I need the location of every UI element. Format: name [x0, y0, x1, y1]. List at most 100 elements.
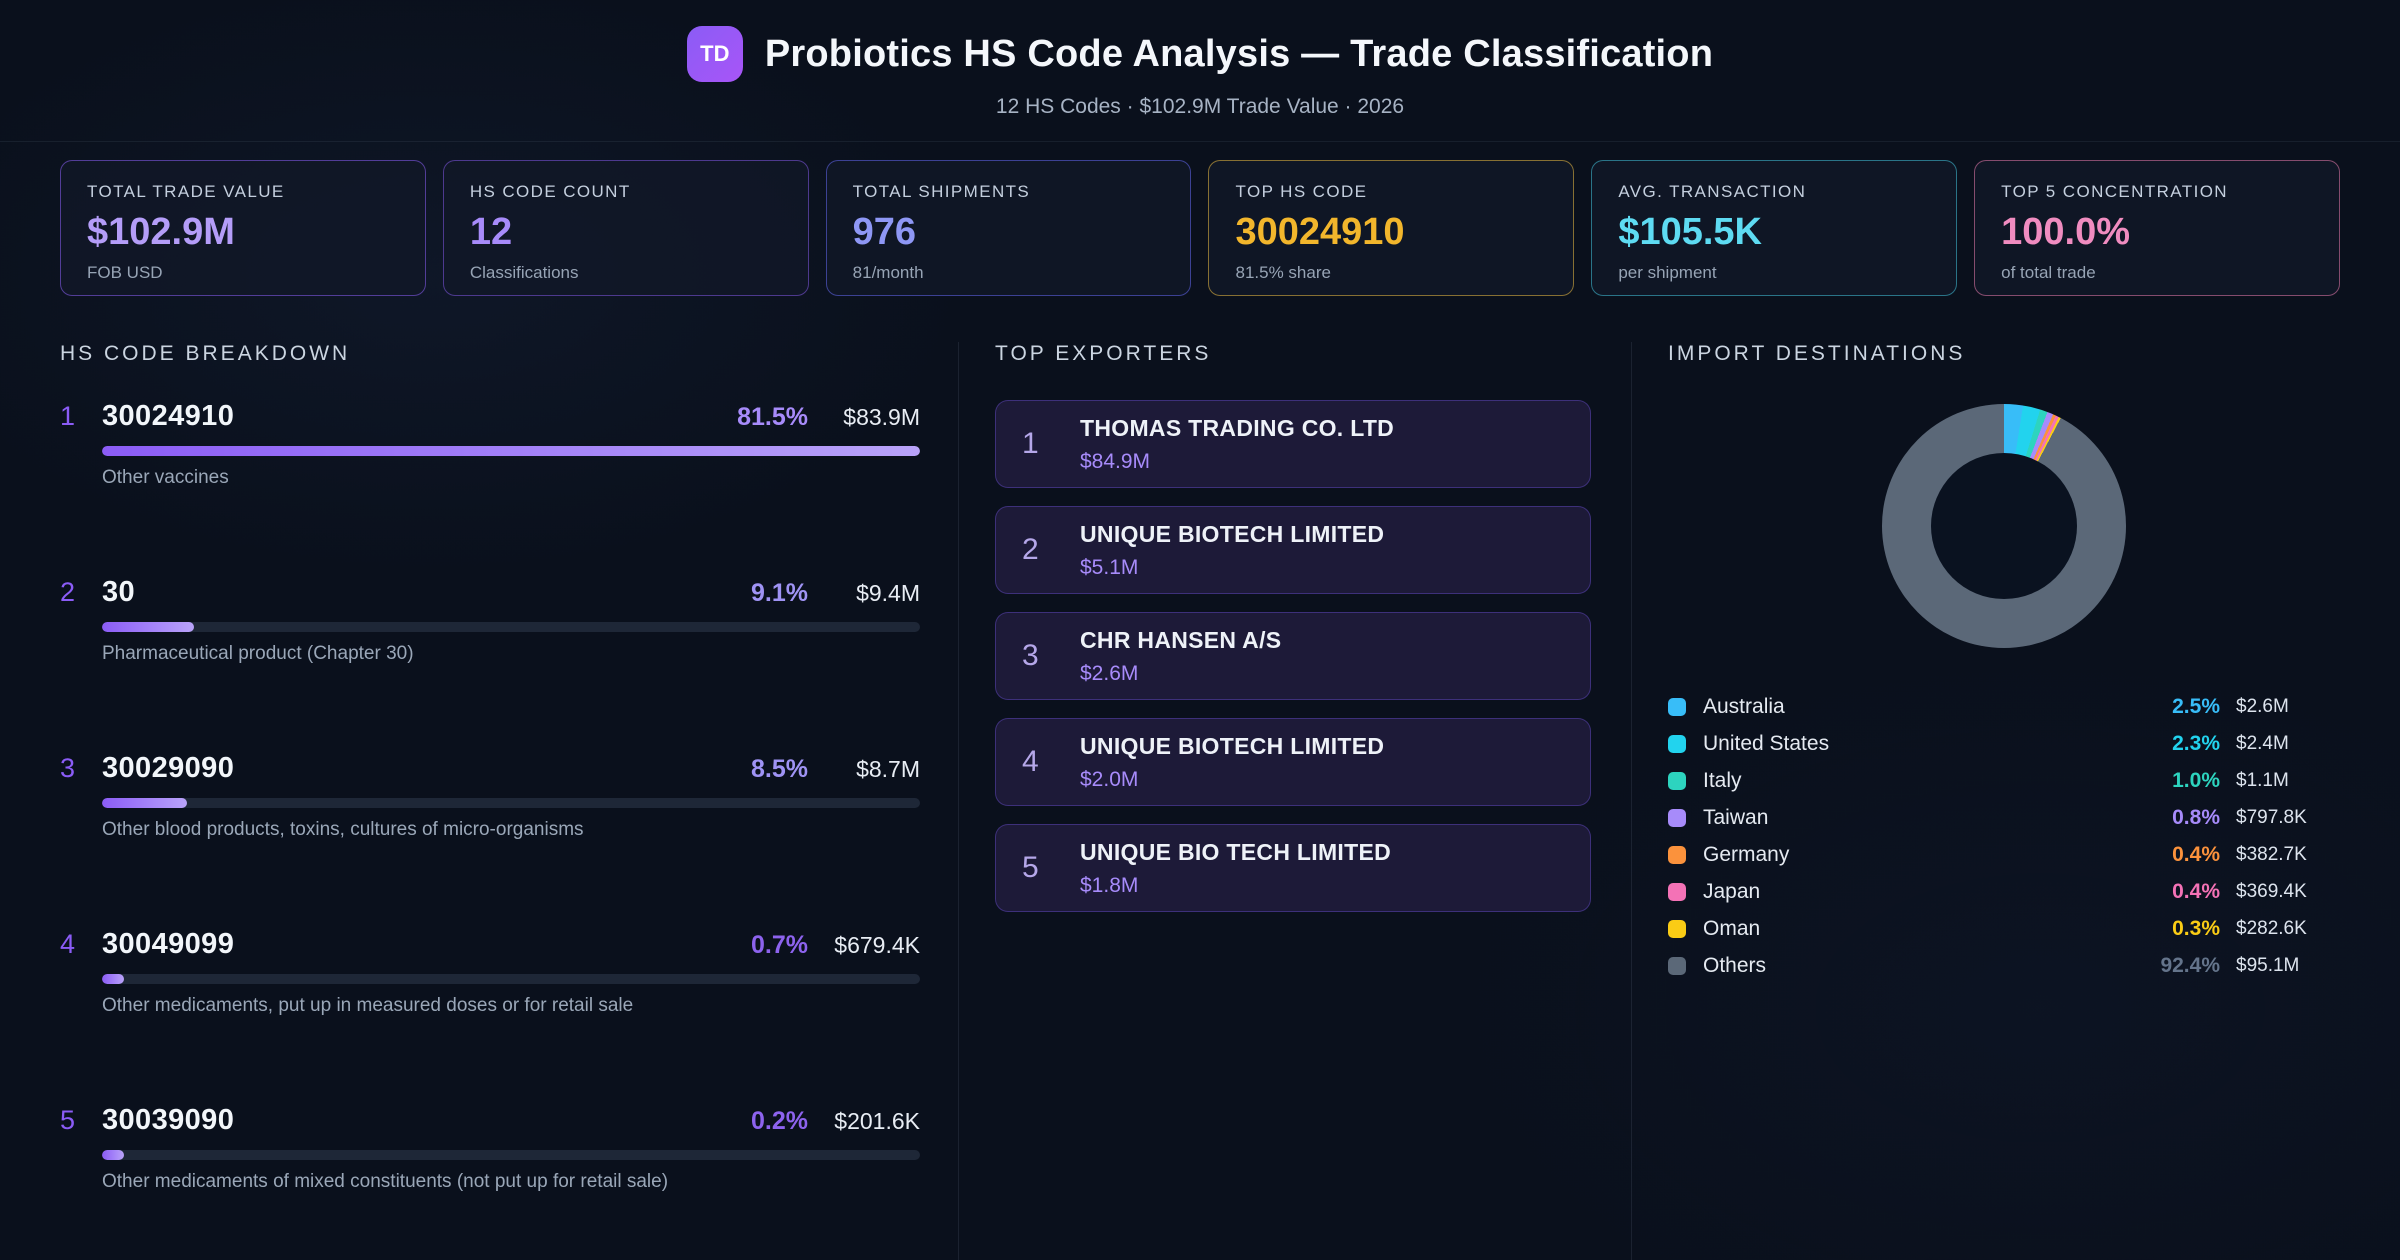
- stat-label: TOP HS CODE: [1235, 182, 1368, 201]
- stat-sublabel: 81.5% share: [1235, 263, 1331, 282]
- stat-card-hs-code-count: HS CODE COUNT 12 Classifications: [442, 160, 809, 296]
- exporter-name: UNIQUE BIOTECH LIMITED: [1080, 520, 1385, 547]
- legend-percent: 1.0%: [2172, 768, 2220, 792]
- share-percent: 0.7%: [751, 931, 808, 959]
- exporter-card: 3 CHR HANSEN A/S $2.6M: [995, 612, 1591, 700]
- stat-sublabel: per shipment: [1618, 263, 1717, 282]
- breakdown-item: 3 30029090 8.5% $8.7M Other blood produc…: [60, 752, 920, 841]
- legend-swatch: [1668, 845, 1686, 864]
- rank-number: 2: [60, 577, 76, 607]
- rank-number: 2: [1022, 533, 1039, 566]
- column-divider: [1631, 342, 1632, 1260]
- legend-percent: 0.4%: [2172, 842, 2220, 866]
- stat-label: TOP 5 CONCENTRATION: [2001, 182, 2228, 201]
- rank-number: 1: [1022, 427, 1039, 460]
- hs-code: 30024910: [102, 400, 235, 432]
- rank-number: 3: [60, 753, 76, 783]
- legend-percent: 92.4%: [2160, 953, 2220, 977]
- progress-fill: [102, 622, 194, 632]
- hs-code: 30: [102, 576, 136, 608]
- legend-percent: 2.3%: [2172, 731, 2220, 755]
- progress-track: [102, 622, 920, 632]
- section-title-destinations: IMPORT DESTINATIONS: [1668, 342, 1966, 365]
- stat-value: 100.0%: [2001, 211, 2131, 253]
- legend-value: $369.4K: [2236, 880, 2307, 902]
- legend-row: Oman 0.3% $282.6K: [1668, 910, 2340, 947]
- trade-value: $201.6K: [834, 1108, 920, 1134]
- hs-code-description: Other vaccines: [102, 467, 229, 488]
- legend-country: Taiwan: [1703, 805, 1769, 829]
- exporter-name: THOMAS TRADING CO. LTD: [1080, 414, 1395, 441]
- breakdown-item: 5 30039090 0.2% $201.6K Other medicament…: [60, 1104, 920, 1193]
- header: TD Probiotics HS Code Analysis — Trade C…: [0, 0, 2400, 142]
- legend-row: Italy 1.0% $1.1M: [1668, 762, 2340, 799]
- hs-code: 30029090: [102, 752, 235, 784]
- stat-value: $105.5K: [1618, 211, 1762, 253]
- stat-label: TOTAL SHIPMENTS: [852, 182, 1031, 201]
- trade-value: $8.7M: [856, 756, 920, 782]
- exporter-name: UNIQUE BIO TECH LIMITED: [1080, 838, 1392, 865]
- breakdown-list: 1 30024910 81.5% $83.9M Other vaccines 2…: [60, 400, 920, 1193]
- legend-country: United States: [1703, 731, 1830, 755]
- legend-country: Others: [1703, 953, 1767, 977]
- legend-percent: 2.5%: [2172, 694, 2220, 718]
- stat-cards-row: TOTAL TRADE VALUE $102.9M FOB USD HS COD…: [0, 142, 2400, 296]
- legend-percent: 0.8%: [2172, 805, 2220, 829]
- legend-value: $95.1M: [2236, 954, 2300, 976]
- progress-track: [102, 446, 920, 456]
- share-percent: 0.2%: [751, 1107, 808, 1135]
- stat-card-total-trade-value: TOTAL TRADE VALUE $102.9M FOB USD: [60, 160, 426, 296]
- donut-hole: [1931, 453, 2077, 599]
- progress-track: [102, 974, 920, 984]
- legend-value: $797.8K: [2236, 806, 2307, 828]
- legend-swatch: [1668, 956, 1686, 975]
- legend-value: $2.4M: [2236, 732, 2289, 754]
- legend-swatch: [1668, 734, 1686, 753]
- stat-sublabel: 81/month: [852, 263, 924, 282]
- breakdown-item: 1 30024910 81.5% $83.9M Other vaccines: [60, 400, 920, 489]
- exporter-card: 1 THOMAS TRADING CO. LTD $84.9M: [995, 400, 1591, 488]
- exporter-value: $84.9M: [1080, 449, 1151, 473]
- legend-swatch: [1668, 771, 1686, 790]
- page-subtitle: 12 HS Codes · $102.9M Trade Value · 2026: [995, 95, 1405, 118]
- stat-label: AVG. TRANSACTION: [1618, 182, 1807, 201]
- trade-value: $679.4K: [834, 932, 920, 958]
- stat-sublabel: Classifications: [469, 263, 579, 282]
- exporter-card: 5 UNIQUE BIO TECH LIMITED $1.8M: [995, 824, 1591, 912]
- hs-code-description: Pharmaceutical product (Chapter 30): [102, 643, 414, 664]
- hs-code-description: Other medicaments, put up in measured do…: [102, 995, 634, 1016]
- hs-code-breakdown-section: HS CODE BREAKDOWN 1 30024910 81.5% $83.9…: [60, 342, 920, 1260]
- exporter-name: CHR HANSEN A/S: [1080, 626, 1282, 653]
- destinations-donut-chart: [1882, 404, 2126, 648]
- progress-track: [102, 798, 920, 808]
- breakdown-item: 2 30 9.1% $9.4M Pharmaceutical product (…: [60, 576, 920, 665]
- column-divider: [958, 342, 959, 1260]
- rank-number: 4: [60, 929, 76, 959]
- exporter-card: 4 UNIQUE BIOTECH LIMITED $2.0M: [995, 718, 1591, 806]
- stat-value: 976: [852, 211, 917, 253]
- legend-country: Italy: [1703, 768, 1742, 792]
- rank-number: 5: [1022, 851, 1039, 884]
- trade-value: $83.9M: [843, 404, 920, 430]
- legend-percent: 0.4%: [2172, 879, 2220, 903]
- exporter-value: $2.6M: [1080, 661, 1139, 685]
- exporter-value: $1.8M: [1080, 873, 1139, 897]
- stat-sublabel: of total trade: [2001, 263, 2096, 282]
- legend-swatch: [1668, 882, 1686, 901]
- import-destinations-section: IMPORT DESTINATIONS Australia 2.5% $2.6M…: [1668, 342, 2340, 1260]
- exporter-value: $5.1M: [1080, 555, 1139, 579]
- stat-card-top-hs-code: TOP HS CODE 30024910 81.5% share: [1208, 160, 1575, 296]
- share-percent: 9.1%: [751, 579, 808, 607]
- share-percent: 81.5%: [737, 403, 808, 431]
- section-title-exporters: TOP EXPORTERS: [995, 342, 1212, 365]
- stat-value: 12: [469, 211, 513, 253]
- progress-fill: [102, 1150, 124, 1160]
- trade-value: $9.4M: [856, 580, 920, 606]
- main-content: HS CODE BREAKDOWN 1 30024910 81.5% $83.9…: [0, 296, 2400, 1260]
- exporter-name: UNIQUE BIOTECH LIMITED: [1080, 732, 1385, 759]
- brand-logo-badge: TD: [686, 26, 743, 82]
- hs-code: 30039090: [102, 1104, 235, 1136]
- legend-row: Japan 0.4% $369.4K: [1668, 873, 2340, 910]
- stat-card-top5-concentration: TOP 5 CONCENTRATION 100.0% of total trad…: [1974, 160, 2340, 296]
- stat-card-total-shipments: TOTAL SHIPMENTS 976 81/month: [825, 160, 1192, 296]
